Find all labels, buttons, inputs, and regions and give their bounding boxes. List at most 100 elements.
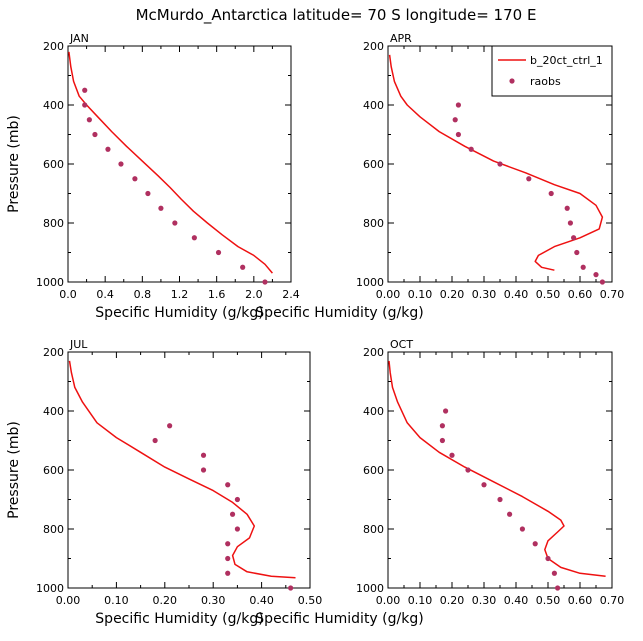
obs-point-oct bbox=[555, 585, 561, 591]
x-tick-label: 1.2 bbox=[171, 288, 189, 301]
x-tick-label: 0.8 bbox=[134, 288, 152, 301]
plot-frame-jan bbox=[67, 45, 292, 283]
x-axis-label-apr: Specific Humidity (g/kg) bbox=[255, 305, 423, 321]
legend-swatch-obs bbox=[509, 78, 515, 84]
y-tick-label: 400 bbox=[363, 99, 384, 112]
obs-point-apr bbox=[526, 176, 532, 182]
panel-title-oct: OCT bbox=[390, 338, 413, 351]
obs-point-apr bbox=[580, 264, 586, 270]
y-tick-label: 800 bbox=[363, 523, 384, 536]
obs-point-jan bbox=[145, 190, 151, 197]
x-axis-label-jul: Specific Humidity (g/kg) bbox=[95, 611, 263, 627]
obs-point-jan bbox=[92, 131, 98, 138]
obs-point-oct bbox=[519, 526, 526, 532]
obs-point-jul bbox=[234, 526, 240, 532]
y-tick-label: 400 bbox=[363, 405, 384, 418]
y-axis-label-jul: Pressure (mb) bbox=[6, 421, 22, 519]
x-tick-label: 1.6 bbox=[208, 288, 226, 301]
obs-point-jan bbox=[262, 279, 268, 285]
y-tick-label: 1000 bbox=[36, 582, 64, 595]
obs-point-oct bbox=[439, 423, 445, 429]
obs-point-oct bbox=[465, 467, 471, 473]
obs-point-jul bbox=[152, 437, 158, 444]
x-tick-label: 0.00 bbox=[56, 594, 81, 607]
y-axis-label-jan: Pressure (mb) bbox=[6, 115, 22, 213]
panel-title-jul: JUL bbox=[69, 338, 88, 351]
y-tick-label: 200 bbox=[363, 346, 384, 359]
obs-point-jul bbox=[234, 496, 240, 503]
x-tick-label: 0.70 bbox=[600, 594, 625, 607]
obs-point-jul bbox=[200, 452, 207, 458]
obs-point-oct bbox=[497, 496, 503, 503]
y-tick-label: 200 bbox=[43, 346, 64, 359]
obs-point-jan bbox=[86, 117, 92, 123]
obs-point-jan bbox=[82, 102, 88, 108]
obs-point-apr bbox=[574, 249, 580, 256]
y-tick-label: 400 bbox=[43, 99, 64, 112]
obs-point-apr bbox=[455, 102, 461, 108]
obs-point-apr bbox=[567, 220, 574, 226]
obs-point-jan bbox=[82, 87, 88, 93]
plot-frame-oct bbox=[387, 351, 613, 589]
x-tick-label: 0.60 bbox=[568, 594, 593, 607]
x-tick-label: 0.50 bbox=[298, 594, 323, 607]
obs-point-jul bbox=[288, 585, 294, 591]
obs-point-oct bbox=[545, 555, 551, 562]
x-axis-label-oct: Specific Humidity (g/kg) bbox=[255, 611, 423, 627]
obs-point-jul bbox=[225, 482, 231, 488]
x-tick-label: 0.70 bbox=[600, 288, 625, 301]
obs-point-apr bbox=[455, 131, 461, 138]
obs-point-apr bbox=[564, 205, 570, 211]
figure-title: McMurdo_Antarctica latitude= 70 S longit… bbox=[136, 6, 537, 25]
x-tick-label: 0.10 bbox=[408, 288, 433, 301]
y-tick-label: 800 bbox=[43, 217, 64, 230]
x-tick-label: 0.60 bbox=[568, 288, 593, 301]
panels: JAN 0.0 0.4 0.8 1.2 1.6 2.0 2.4 200 400 600 800 1000… bbox=[6, 32, 624, 627]
panel-jan: JAN 0.0 0.4 0.8 1.2 1.6 2.0 2.4 200 400 600 800 1000… bbox=[6, 32, 300, 321]
legend-box bbox=[491, 45, 613, 97]
obs-point-oct bbox=[551, 570, 558, 576]
x-tick-label: 0.00 bbox=[376, 594, 401, 607]
obs-point-apr bbox=[468, 146, 474, 152]
legend-label-obs: raobs bbox=[530, 75, 561, 88]
obs-point-oct bbox=[481, 482, 487, 488]
panel-title-apr: APR bbox=[390, 32, 412, 45]
obs-point-jul bbox=[225, 555, 231, 562]
y-tick-label: 1000 bbox=[356, 276, 384, 289]
obs-point-jul bbox=[229, 511, 236, 517]
y-tick-label: 600 bbox=[363, 158, 384, 171]
obs-point-oct bbox=[507, 511, 513, 517]
obs-point-apr bbox=[593, 272, 599, 278]
series-line-model-oct bbox=[388, 360, 606, 577]
obs-point-jan bbox=[158, 205, 164, 211]
obs-point-apr bbox=[497, 161, 503, 167]
y-tick-label: 600 bbox=[43, 158, 64, 171]
x-tick-label: 0.40 bbox=[504, 288, 529, 301]
y-tick-label: 200 bbox=[43, 40, 64, 53]
obs-point-jan bbox=[105, 146, 111, 152]
obs-point-apr bbox=[599, 279, 606, 285]
obs-point-oct bbox=[443, 408, 449, 414]
x-tick-label: 0.00 bbox=[376, 288, 401, 301]
x-tick-label: 2.0 bbox=[245, 288, 263, 301]
x-tick-label: 0.10 bbox=[408, 594, 433, 607]
obs-point-jan bbox=[172, 220, 178, 226]
x-tick-label: 0.0 bbox=[59, 288, 77, 301]
obs-point-jan bbox=[240, 264, 246, 270]
obs-point-oct bbox=[449, 452, 455, 458]
x-axis-label-jan: Specific Humidity (g/kg) bbox=[95, 305, 263, 321]
x-tick-label: 0.50 bbox=[536, 288, 561, 301]
obs-point-jan bbox=[215, 249, 222, 256]
x-tick-label: 0.20 bbox=[440, 288, 465, 301]
x-tick-label: 0.30 bbox=[472, 594, 497, 607]
x-tick-label: 0.30 bbox=[201, 594, 226, 607]
series-line-model-apr bbox=[388, 54, 604, 271]
obs-point-jul bbox=[225, 570, 231, 576]
x-tick-label: 0.40 bbox=[249, 594, 274, 607]
x-tick-label: 0.20 bbox=[153, 594, 178, 607]
x-tick-label: 0.10 bbox=[104, 594, 129, 607]
y-tick-label: 800 bbox=[363, 217, 384, 230]
obs-point-jan bbox=[118, 161, 124, 167]
